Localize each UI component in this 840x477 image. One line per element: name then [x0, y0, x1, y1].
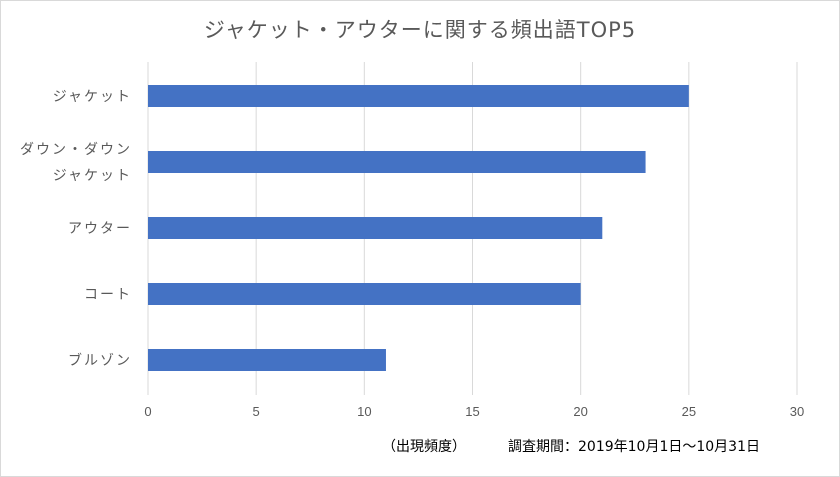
- x-tick-label: 10: [357, 404, 371, 419]
- x-tick-label: 15: [465, 404, 479, 419]
- chart-title: ジャケット・アウターに関する頻出語TOP5: [203, 18, 637, 42]
- bar: [148, 283, 581, 305]
- x-tick-label: 0: [144, 404, 151, 419]
- bar: [148, 217, 603, 239]
- x-tick-label: 25: [682, 404, 696, 419]
- category-label: コート: [84, 287, 132, 303]
- category-label: アウター: [68, 221, 132, 237]
- category-label: ダウン・ダウン: [20, 142, 132, 158]
- category-label: ブルゾン: [68, 352, 132, 369]
- x-axis-label: （出現頻度）: [382, 439, 466, 455]
- category-label: ジャケット: [53, 89, 132, 105]
- x-tick-label: 5: [253, 404, 260, 419]
- category-label: ジャケット: [53, 168, 132, 184]
- bar: [148, 151, 646, 173]
- x-tick-label: 20: [573, 404, 587, 419]
- x-tick-label: 30: [790, 404, 804, 419]
- bar: [148, 349, 386, 371]
- bar: [148, 85, 689, 107]
- survey-period-note: 調査期間：2019年10月1日～10月31日: [508, 439, 760, 455]
